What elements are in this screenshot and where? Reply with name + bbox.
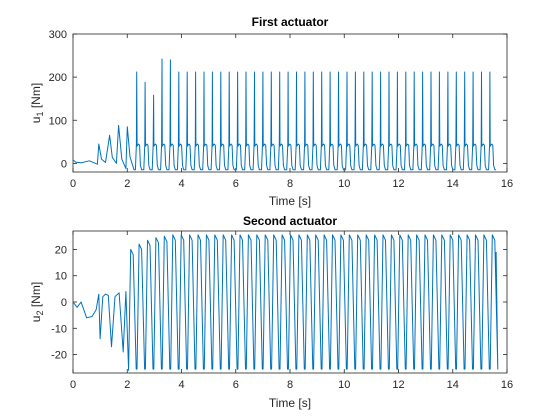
y-tick-label-2-1: -10 <box>51 323 67 335</box>
x-tick-label-2-6: 12 <box>392 379 404 391</box>
chart-title-1: First actuator <box>252 15 329 29</box>
subplot-second-actuator: 0 2 4 6 8 10 12 14 16 -20 -10 0 10 20 Second actuator… <box>29 214 513 410</box>
x-tick-label-2-8: 16 <box>501 379 513 391</box>
x-tick-label-1-4: 8 <box>287 178 293 190</box>
y-tick-label-2-4: 20 <box>55 244 67 256</box>
y-tick-label-1-3: 300 <box>49 29 67 41</box>
plot-area-1 <box>72 33 508 173</box>
series-line-u2 <box>72 234 499 371</box>
y-tick-label-1-1: 100 <box>49 115 67 127</box>
chart-title-2: Second actuator <box>243 214 337 228</box>
y-tick-label-1-0: 0 <box>61 158 67 170</box>
y-axis-label-2: u2 [Nm] <box>29 282 45 322</box>
x-tick-label-1-8: 16 <box>501 178 513 190</box>
y-axis-label-1: u1 [Nm] <box>29 83 45 123</box>
x-tick-label-2-1: 2 <box>124 379 130 391</box>
x-axis-label-1: Time [s] <box>269 194 311 208</box>
x-tick-label-2-0: 0 <box>70 379 76 391</box>
x-tick-label-1-7: 14 <box>447 178 459 190</box>
x-tick-label-1-0: 0 <box>70 178 76 190</box>
y-tick-label-2-2: 0 <box>61 297 67 309</box>
x-tick-label-1-5: 10 <box>338 178 350 190</box>
x-tick-label-2-3: 6 <box>233 379 239 391</box>
y-tick-label-1-2: 200 <box>49 72 67 84</box>
x-axis-label-2: Time [s] <box>269 396 311 410</box>
x-tick-label-2-4: 8 <box>287 379 293 391</box>
x-tick-label-2-7: 14 <box>447 379 459 391</box>
y-tick-label-2-0: -20 <box>51 350 67 362</box>
x-tick-label-1-1: 2 <box>124 178 130 190</box>
series-line-u1 <box>72 58 497 171</box>
x-tick-label-2-2: 4 <box>178 379 184 391</box>
x-tick-label-2-5: 10 <box>338 379 350 391</box>
subplot-first-actuator: 0 2 4 6 8 10 12 14 16 0 100 200 300 First actuator T… <box>29 15 513 208</box>
x-tick-label-1-2: 4 <box>178 178 184 190</box>
x-tick-label-1-3: 6 <box>233 178 239 190</box>
y-tick-label-2-3: 10 <box>55 271 67 283</box>
x-tick-label-1-6: 12 <box>392 178 404 190</box>
